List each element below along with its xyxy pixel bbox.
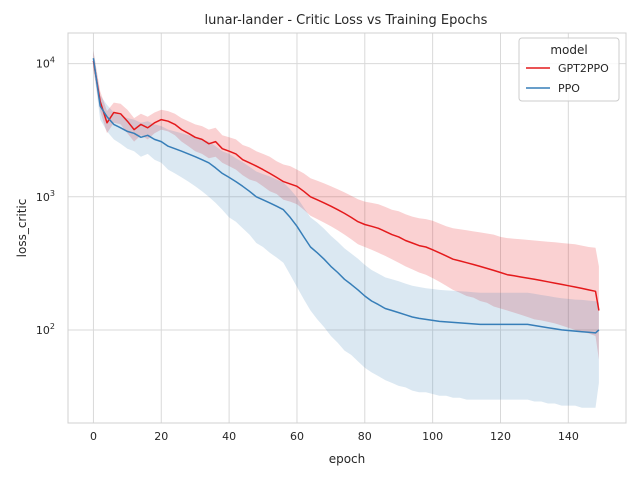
- legend: model GPT2PPO PPO: [518, 37, 620, 102]
- x-axis-label: epoch: [329, 452, 366, 466]
- series-lines: [92, 58, 600, 334]
- y-axis-label: loss_critic: [15, 199, 29, 258]
- confidence-band-gpt2ppo: [93, 50, 599, 360]
- confidence-bands: [93, 50, 599, 408]
- grid: [68, 33, 626, 423]
- plot-frame: [67, 32, 627, 424]
- y-tick-label: 103: [36, 189, 55, 204]
- series-line-gpt2ppo: [92, 60, 600, 311]
- y-axis-ticks: 102 103 104: [36, 56, 55, 337]
- legend-box: [518, 37, 620, 102]
- x-tick-label: 60: [290, 430, 304, 443]
- confidence-band-ppo: [93, 50, 599, 408]
- x-tick-label: 0: [90, 430, 97, 443]
- chart-title: lunar-lander - Critic Loss vs Training E…: [205, 13, 488, 28]
- legend-title: model: [550, 43, 587, 57]
- x-tick-label: 20: [154, 430, 168, 443]
- legend-label-ppo: PPO: [558, 82, 580, 95]
- x-tick-label: 80: [358, 430, 372, 443]
- x-tick-label: 100: [422, 430, 443, 443]
- series-line-ppo: [92, 58, 600, 334]
- x-tick-label: 140: [558, 430, 579, 443]
- x-tick-label: 40: [222, 430, 236, 443]
- x-tick-label: 120: [490, 430, 511, 443]
- legend-label-gpt2ppo: GPT2PPO: [558, 62, 609, 75]
- x-axis-ticks: 0 20 40 60 80 100 120 140: [90, 430, 579, 443]
- y-tick-label: 102: [36, 322, 55, 337]
- y-tick-label: 104: [36, 56, 55, 71]
